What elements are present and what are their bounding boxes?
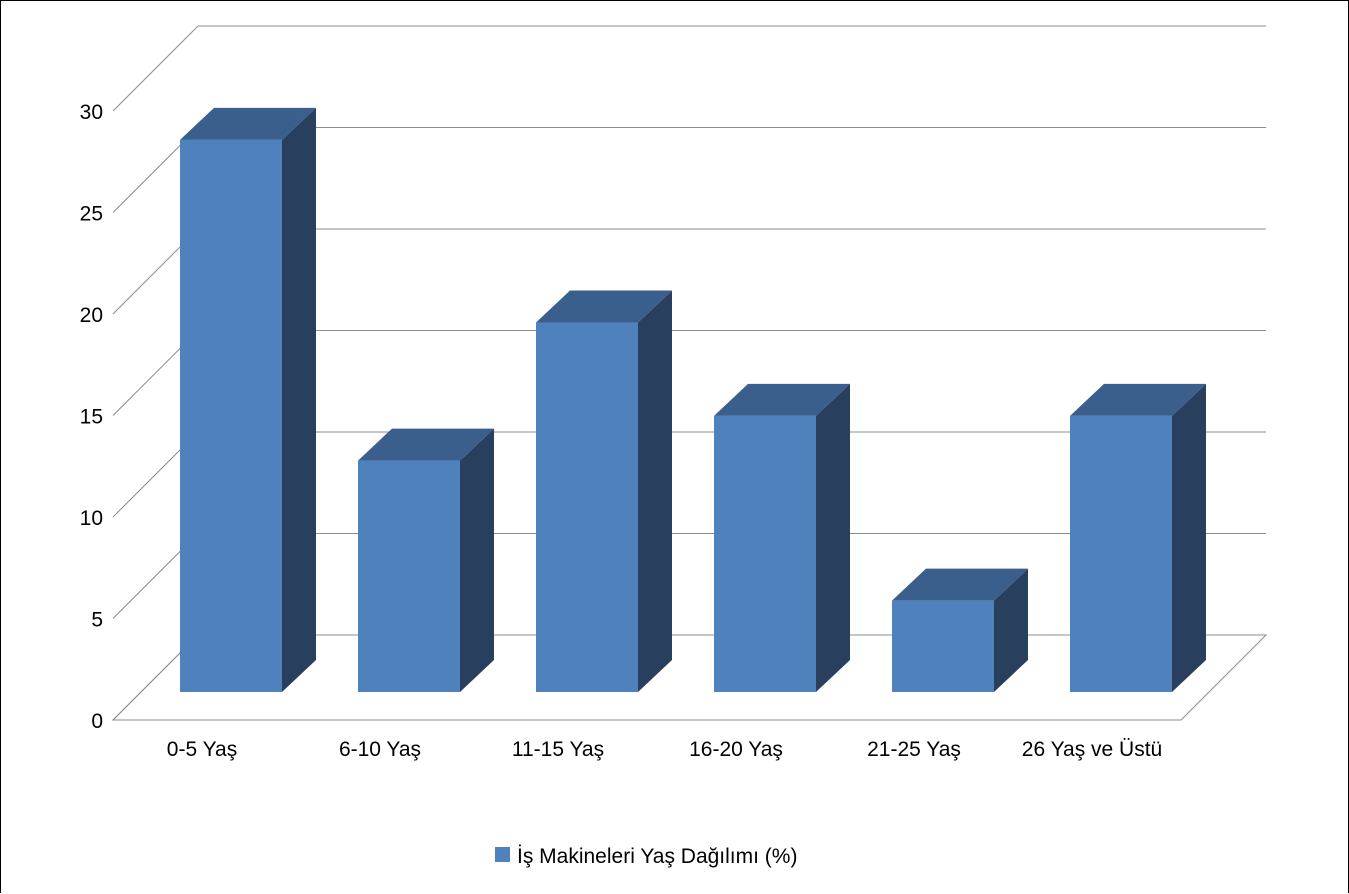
y-tick-label: 25 [80, 203, 103, 226]
y-tick-label: 20 [80, 304, 103, 327]
x-tick-label: 0-5 Yaş [167, 738, 237, 761]
bars [180, 107, 1206, 693]
y-tick-label: 15 [80, 406, 103, 429]
bar-side [994, 568, 1028, 692]
bar [1070, 383, 1206, 692]
bar-side [816, 383, 850, 692]
bar-side [638, 290, 672, 692]
bar-side [460, 428, 494, 692]
x-tick-label: 21-25 Yaş [867, 738, 961, 761]
bar-front [536, 322, 638, 692]
bar-top [714, 383, 850, 416]
bar [714, 383, 850, 692]
y-tick-label: 10 [80, 507, 103, 530]
x-tick-label: 6-10 Yaş [339, 738, 421, 761]
y-tick-label: 0 [91, 710, 103, 733]
side-gridline [112, 25, 199, 112]
bar-top [180, 107, 316, 140]
bar-side [1172, 383, 1206, 692]
bar-front [180, 139, 282, 693]
x-tick-label: 16-20 Yaş [689, 738, 783, 761]
bar-front [714, 415, 816, 692]
bar [536, 290, 672, 692]
bar [358, 428, 494, 692]
bar-front [358, 460, 460, 692]
x-tick-label: 26 Yaş ve Üstü [1022, 738, 1162, 761]
bar [892, 568, 1028, 692]
bar-top [1070, 383, 1206, 416]
bar-top [358, 428, 494, 461]
bar-top [892, 568, 1028, 601]
bar-top [536, 290, 672, 323]
x-axis-categories: 0-5 Yaş 6-10 Yaş 11-15 Yaş 16-20 Yaş 21-25 Y… [167, 738, 1162, 761]
bar-front [892, 600, 994, 692]
legend-swatch [495, 847, 510, 862]
x-tick-label: 11-15 Yaş [512, 738, 604, 761]
y-tick-label: 30 [80, 101, 103, 124]
bar-front [1070, 415, 1172, 692]
y-axis-ticks: 0 5 10 15 20 25 30 [80, 101, 103, 733]
bar [180, 107, 316, 693]
y-tick-label: 5 [91, 609, 103, 632]
legend: İş Makineleri Yaş Dağılımı (%) [495, 845, 797, 868]
bar-side [282, 107, 316, 693]
legend-label: İş Makineleri Yaş Dağılımı (%) [517, 845, 797, 868]
